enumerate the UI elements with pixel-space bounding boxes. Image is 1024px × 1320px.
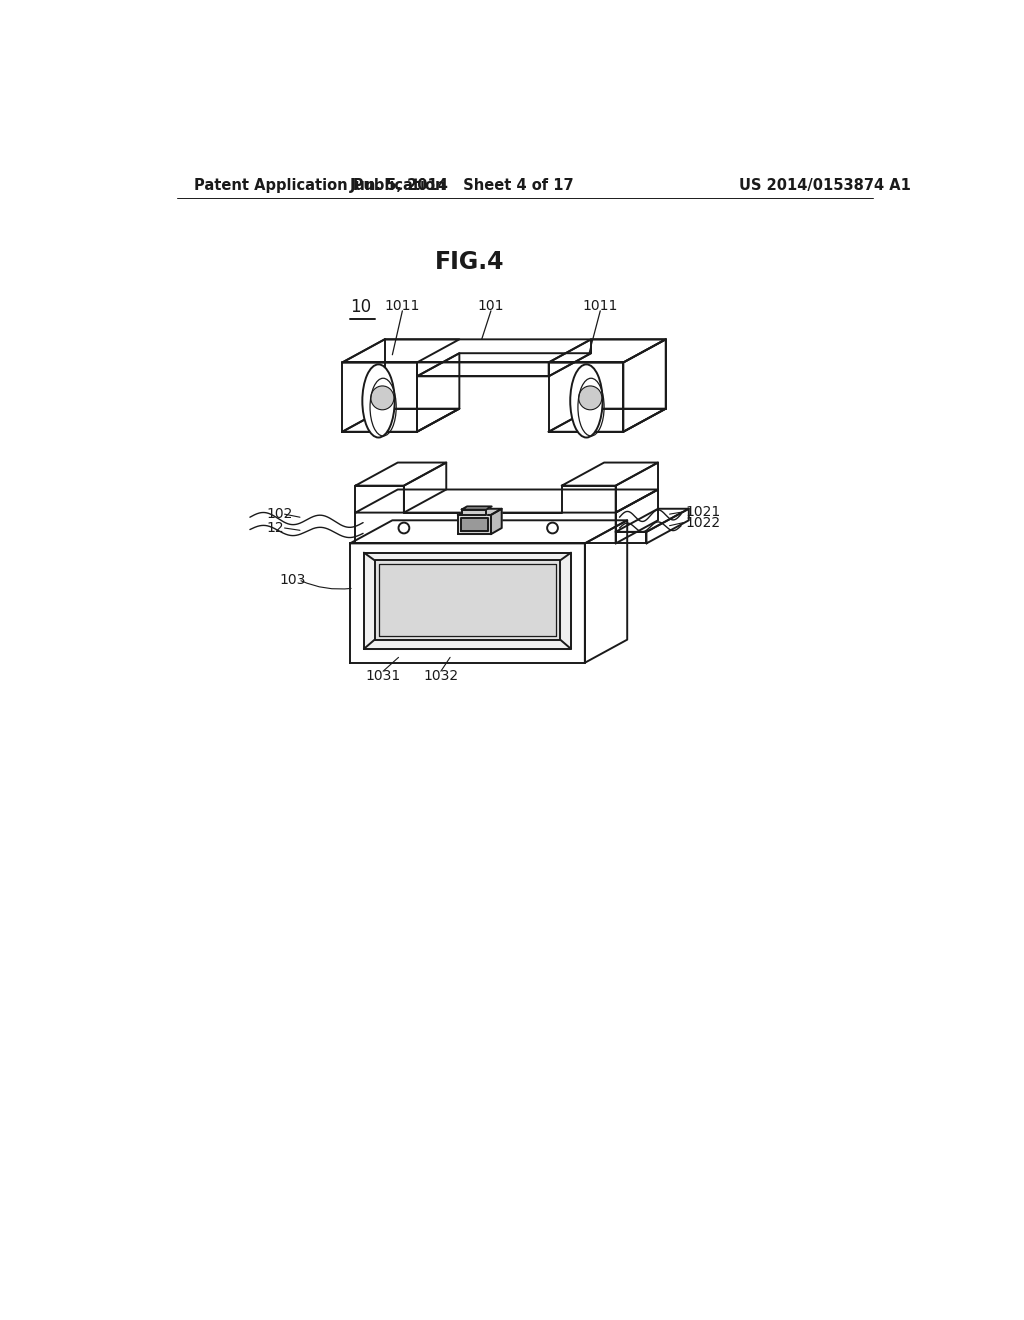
Polygon shape <box>615 532 646 544</box>
Text: 1021: 1021 <box>685 504 720 519</box>
Text: 1011: 1011 <box>385 300 420 313</box>
Text: Patent Application Publication: Patent Application Publication <box>195 178 446 193</box>
Ellipse shape <box>371 385 394 409</box>
Polygon shape <box>342 409 460 432</box>
Polygon shape <box>342 339 460 363</box>
Polygon shape <box>585 520 628 663</box>
Text: 1032: 1032 <box>423 669 459 682</box>
Polygon shape <box>615 490 658 544</box>
Text: Jun. 5, 2014   Sheet 4 of 17: Jun. 5, 2014 Sheet 4 of 17 <box>349 178 574 193</box>
Text: 101: 101 <box>477 300 504 313</box>
Polygon shape <box>549 409 666 432</box>
Polygon shape <box>462 510 486 515</box>
Polygon shape <box>458 515 490 535</box>
Polygon shape <box>615 462 658 512</box>
Text: 1031: 1031 <box>366 669 400 682</box>
Text: 103: 103 <box>280 573 305 586</box>
Polygon shape <box>355 490 658 512</box>
Polygon shape <box>375 561 560 640</box>
Text: 12: 12 <box>267 521 285 535</box>
Polygon shape <box>549 363 624 432</box>
Polygon shape <box>490 508 502 535</box>
Polygon shape <box>364 553 571 649</box>
Text: 1022: 1022 <box>685 516 720 529</box>
Polygon shape <box>379 564 556 636</box>
Polygon shape <box>549 339 591 376</box>
Polygon shape <box>417 363 549 376</box>
Polygon shape <box>403 462 446 512</box>
Polygon shape <box>615 508 689 532</box>
Polygon shape <box>355 462 446 486</box>
Polygon shape <box>646 508 689 544</box>
Text: 10: 10 <box>350 298 371 317</box>
Polygon shape <box>342 363 417 432</box>
Ellipse shape <box>579 385 602 409</box>
Ellipse shape <box>362 364 394 437</box>
Polygon shape <box>562 462 658 486</box>
Text: FIG.4: FIG.4 <box>434 251 504 275</box>
Polygon shape <box>549 339 666 363</box>
Circle shape <box>547 523 558 533</box>
Text: 1011: 1011 <box>583 300 617 313</box>
Polygon shape <box>458 508 502 515</box>
Polygon shape <box>355 486 615 544</box>
Polygon shape <box>342 339 666 363</box>
Text: US 2014/0153874 A1: US 2014/0153874 A1 <box>739 178 910 193</box>
Polygon shape <box>462 507 492 510</box>
Polygon shape <box>350 520 628 544</box>
Text: 102: 102 <box>267 507 293 521</box>
Polygon shape <box>417 354 460 432</box>
Ellipse shape <box>570 364 602 437</box>
Polygon shape <box>350 544 585 663</box>
Polygon shape <box>624 339 666 432</box>
Polygon shape <box>417 354 591 376</box>
Polygon shape <box>461 517 487 531</box>
Circle shape <box>398 523 410 533</box>
